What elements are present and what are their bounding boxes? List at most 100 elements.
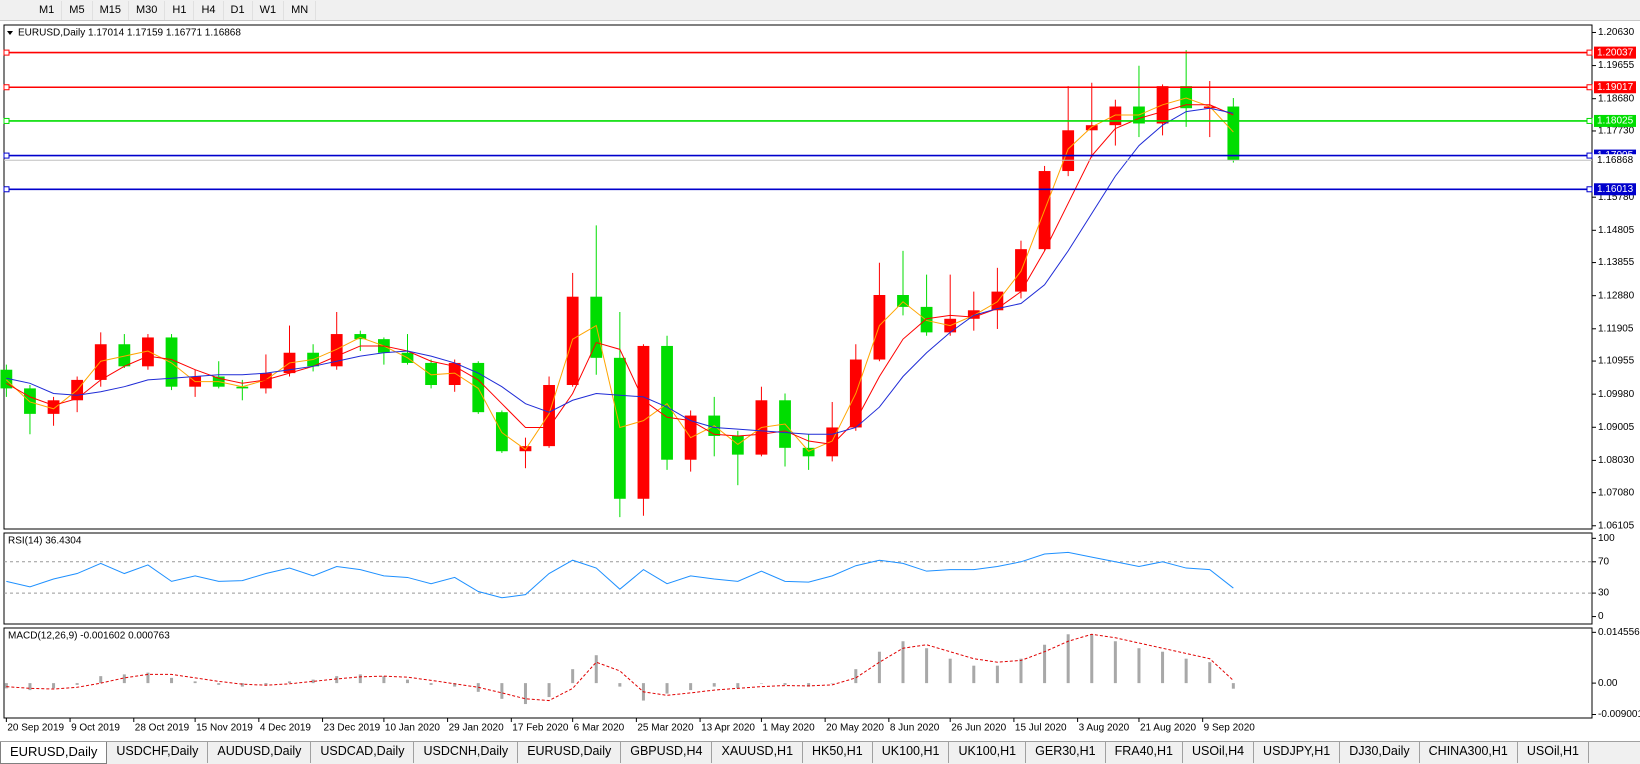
panel-frame	[3, 627, 1593, 719]
chart-tab[interactable]: HK50,H1	[803, 742, 873, 763]
timeframe-button[interactable]: W1	[253, 0, 285, 20]
candle-body	[354, 334, 367, 340]
y-tick-label: -0.009001	[1598, 709, 1640, 720]
timeframe-button[interactable]: H1	[165, 0, 195, 20]
level-price-box	[1594, 114, 1636, 127]
macd-histogram-bar	[4, 683, 8, 689]
panel-title: RSI(14) 36.4304	[8, 536, 82, 547]
candle-body	[967, 310, 980, 319]
candle-body	[236, 386, 249, 389]
chart-tab[interactable]: XAUUSD,H1	[712, 742, 804, 763]
chart-tab[interactable]: UK100,H1	[873, 742, 950, 763]
x-tick-label: 8 Jun 2020	[890, 723, 940, 734]
macd-histogram-bar	[1137, 648, 1141, 684]
chart-tab[interactable]: EURUSD,Daily	[0, 742, 108, 764]
macd-histogram-bar	[500, 683, 504, 699]
macd-histogram-bar	[170, 677, 174, 684]
level-price-label: 1.16013	[1597, 184, 1634, 195]
candle-body	[1180, 86, 1193, 109]
chart-tab[interactable]: CHINA300,H1	[1420, 742, 1518, 763]
macd-histogram-bar	[948, 658, 952, 684]
macd-histogram-bar	[429, 683, 433, 685]
timeframe-toolbar: M1 M5 M15 M30 H1 H4 D1 W1 MN	[0, 0, 1640, 21]
collapse-arrow	[7, 31, 13, 35]
macd-histogram-bar	[877, 651, 881, 684]
chart-tab[interactable]: FRA40,H1	[1106, 742, 1183, 763]
timeframe-button[interactable]: D1	[224, 0, 253, 20]
candle-body	[1085, 125, 1098, 131]
macd-histogram-bar	[288, 681, 292, 684]
chart-tab[interactable]: GER30,H1	[1026, 742, 1106, 763]
moving-average	[6, 97, 1234, 452]
x-tick-label: 3 Aug 2020	[1079, 723, 1130, 734]
macd-histogram-bar	[358, 674, 362, 684]
macd-histogram-bar	[99, 676, 103, 684]
chart-tab[interactable]: USOil,H4	[1183, 742, 1255, 763]
chart-tab[interactable]: USDJPY,H1	[1254, 742, 1341, 763]
level-handle	[1586, 152, 1593, 159]
timeframe-button[interactable]: M5	[62, 0, 93, 20]
macd-histogram-bar	[335, 676, 339, 684]
panel-frame	[3, 24, 1593, 530]
level-handle	[3, 117, 10, 124]
chart-tab[interactable]: USDCNH,Daily	[414, 742, 519, 763]
y-tick-label: 1.13855	[1598, 257, 1635, 268]
level-handle	[1586, 117, 1593, 124]
x-tick-label: 13 Apr 2020	[701, 723, 755, 734]
candle-body	[920, 306, 933, 333]
candle-body	[1227, 106, 1240, 161]
timeframe-button[interactable]: MN	[284, 0, 317, 20]
macd-histogram-bar	[712, 683, 716, 687]
y-tick-label: 0.014556	[1598, 627, 1640, 638]
chart-tab[interactable]: USDCAD,Daily	[311, 742, 415, 763]
timeframe-button[interactable]: M30	[129, 0, 166, 20]
y-tick-label: 1.19655	[1598, 60, 1635, 71]
macd-histogram-bar	[1066, 634, 1070, 684]
x-tick-label: 9 Oct 2019	[71, 723, 120, 734]
chart-tab[interactable]: EURUSD,Daily	[518, 742, 622, 763]
candle-body	[448, 362, 461, 385]
level-handle	[3, 186, 10, 193]
candle-body	[543, 385, 555, 447]
x-tick-label: 26 Jun 2020	[951, 723, 1006, 734]
macd-histogram-bar	[453, 683, 457, 687]
macd-histogram-bar	[689, 683, 693, 691]
x-tick-label: 23 Dec 2019	[324, 723, 381, 734]
chart-tab[interactable]: USOil,H1	[1518, 742, 1589, 763]
chart-tab[interactable]: USDCHF,Daily	[107, 742, 209, 763]
chart-tab[interactable]: UK100,H1	[949, 742, 1027, 763]
timeframe-button[interactable]: M15	[93, 0, 129, 20]
level-price-box	[1594, 183, 1636, 196]
level-handle	[3, 84, 10, 91]
macd-histogram-bar	[1113, 641, 1117, 684]
y-tick-label: 1.07080	[1598, 487, 1635, 498]
candle-body	[873, 295, 886, 360]
chart-tab[interactable]: GBPUSD,H4	[621, 742, 713, 763]
candle-body	[142, 337, 154, 367]
y-tick-label: 1.12880	[1598, 290, 1635, 301]
y-tick-label: 1.18680	[1598, 93, 1635, 104]
candle-body	[897, 295, 909, 307]
macd-histogram-bar	[1208, 662, 1212, 684]
candle-body	[47, 400, 60, 414]
timeframe-button[interactable]: M1	[32, 0, 63, 20]
candle-body	[731, 435, 744, 455]
x-tick-label: 29 Jan 2020	[449, 723, 504, 734]
level-handle	[3, 49, 10, 56]
level-handle	[1586, 186, 1593, 193]
last-price-label: 1.16868	[1597, 155, 1634, 166]
level-price-label: 1.20037	[1597, 47, 1634, 58]
candle-body	[94, 344, 107, 380]
y-tick-label: 1.09005	[1598, 422, 1635, 433]
level-price-box	[1594, 81, 1636, 94]
macd-histogram-bar	[665, 683, 669, 694]
chart-tab[interactable]: AUDUSD,Daily	[208, 742, 312, 763]
level-handle	[3, 152, 10, 159]
chart-tab[interactable]: DJ30,Daily	[1340, 742, 1420, 763]
y-tick-label: 1.09980	[1598, 389, 1635, 400]
x-tick-label: 1 May 2020	[762, 723, 815, 734]
macd-histogram-bar	[146, 672, 150, 684]
candle-body	[566, 296, 579, 385]
panel-frame	[3, 532, 1593, 625]
timeframe-button[interactable]: H4	[194, 0, 224, 20]
